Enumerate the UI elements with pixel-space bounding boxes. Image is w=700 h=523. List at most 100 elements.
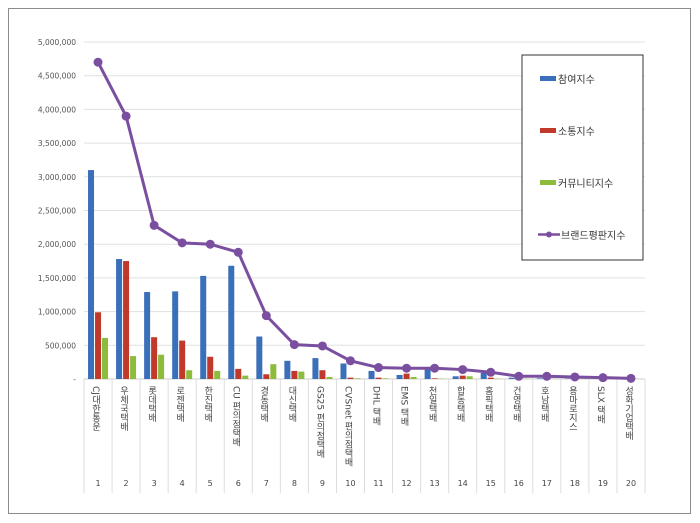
bar-1-2 [116,259,123,379]
rank-label: 20 [626,479,636,488]
line-point-13 [430,363,440,373]
category-label: 한진택배 [202,386,212,423]
rank-label: 4 [180,479,185,488]
bar-1-3 [144,292,151,379]
y-tick-label: 500,000 [45,341,76,350]
rank-label: 6 [236,479,241,488]
category-label: 우체국택배 [118,386,128,432]
y-tick-label: 5,000,000 [38,38,76,47]
bar-2-15 [487,377,494,379]
rank-label: 11 [373,479,383,488]
legend-label: 브랜드평판지수 [561,230,625,242]
bar-1-9 [312,358,319,379]
bar-3-8 [298,371,305,379]
bar-3-14 [466,376,473,379]
bar-2-12 [403,373,410,379]
bar-1-10 [340,363,347,379]
bar-2-4 [179,340,186,379]
line-point-11 [374,363,384,373]
bar-2-7 [263,374,270,379]
y-tick-label: 1,500,000 [38,274,76,283]
bar-3-9 [326,376,333,379]
bar-3-3 [158,354,165,379]
line-point-18 [570,372,580,382]
rank-label: 15 [486,479,496,488]
bar-1-8 [284,360,291,379]
rank-label: 18 [570,479,580,488]
bar-1-13 [424,368,431,379]
line-point-8 [289,340,299,350]
bar-1-1 [88,170,95,379]
bar-3-5 [214,370,221,379]
bar-3-11 [382,378,389,379]
line-point-20 [626,373,636,383]
category-label: SLX 택배 [595,386,605,425]
legend-swatch [540,128,556,133]
bar-2-2 [123,261,130,379]
rank-label: 12 [401,479,411,488]
bar-2-14 [459,375,466,379]
rank-label: 17 [542,479,552,488]
line-point-12 [402,363,412,373]
line-point-2 [121,111,131,121]
bar-3-10 [354,378,361,379]
category-label: 대신택배 [286,386,296,423]
rank-label: 10 [345,479,355,488]
bar-1-12 [396,374,403,379]
bar-3-12 [410,376,417,379]
rank-label: 19 [598,479,608,488]
bar-1-11 [368,370,375,379]
bar-1-17 [536,378,543,379]
y-tick-label: 4,500,000 [38,72,76,81]
brand-line [96,61,632,380]
category-label: 호남택배 [539,386,549,423]
category-label: 용마로지스 [567,386,577,431]
legend-label: 소통지수 [558,126,595,138]
bar-3-6 [242,375,249,379]
category-label: CJ대한통운 [90,386,100,431]
bar-3-2 [130,356,137,379]
legend-box [521,54,644,261]
category-label: 천일택배 [427,386,437,423]
legend-swatch [540,76,556,81]
line-point-15 [486,367,496,377]
y-tick-label: 1,000,000 [38,308,76,317]
rank-label: 3 [152,479,157,488]
rank-label: 16 [514,479,524,488]
y-tick-label: 3,000,000 [38,173,76,182]
bar-1-16 [508,377,515,379]
bar-2-3 [151,337,158,379]
bar-1-14 [452,376,459,379]
bar-2-5 [207,356,214,379]
category-label: CVSnet 편의점택배 [342,386,352,468]
rank-label: 14 [458,479,468,488]
category-label: 경동택배 [258,385,268,423]
y-tick-label: 2,500,000 [38,207,76,216]
category-label: 건영택배 [511,386,521,423]
legend-label: 참여지수 [558,74,595,86]
bar-2-6 [235,368,242,379]
line-point-16 [514,371,524,381]
legend-label: 커뮤니티지수 [558,178,613,190]
bar-2-10 [347,377,354,379]
bar-2-11 [375,377,382,379]
bar-1-15 [480,372,487,379]
category-label: GS25 편의점택배 [314,386,324,459]
y-tick-label: 4,000,000 [38,105,76,114]
legend-marker [546,231,552,238]
y-tick-label: 2,000,000 [38,240,76,249]
line-point-4 [177,238,187,248]
line-point-5 [205,239,215,249]
category-label: CU 편의점택배 [230,386,240,448]
line-point-1 [93,57,103,67]
bar-2-8 [291,370,298,379]
y-tick-label: - [73,375,76,384]
bar-3-1 [102,337,109,379]
bar-3-7 [270,364,277,379]
category-label: 합동택배 [455,386,465,423]
category-label: 로젠택배 [174,386,184,423]
bar-1-7 [256,336,263,379]
line-point-14 [458,365,468,375]
